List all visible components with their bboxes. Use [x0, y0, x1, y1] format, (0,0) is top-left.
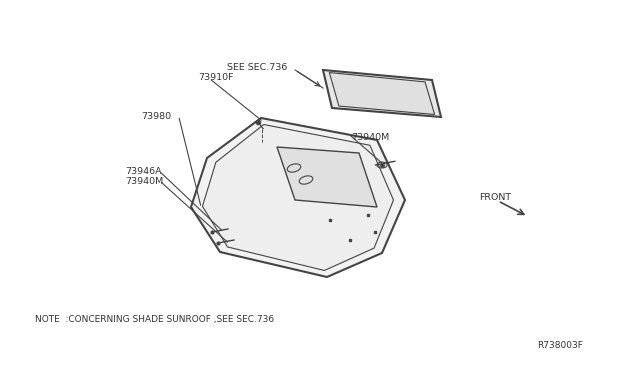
Polygon shape	[323, 70, 441, 117]
Text: NOTE  :CONCERNING SHADE SUNROOF ,SEE SEC.736: NOTE :CONCERNING SHADE SUNROOF ,SEE SEC.…	[35, 315, 275, 324]
Text: 73946A: 73946A	[125, 167, 161, 176]
Text: 73980: 73980	[141, 112, 171, 121]
Polygon shape	[330, 73, 435, 115]
Text: R738003F: R738003F	[538, 341, 584, 350]
Polygon shape	[277, 147, 377, 207]
Text: 73910F: 73910F	[198, 73, 234, 81]
Text: SEE SEC.736: SEE SEC.736	[227, 63, 287, 72]
Text: 73940M: 73940M	[125, 177, 163, 186]
Polygon shape	[191, 118, 405, 277]
Text: FRONT: FRONT	[479, 193, 511, 202]
Text: 73940M: 73940M	[351, 133, 389, 142]
Polygon shape	[202, 125, 394, 270]
